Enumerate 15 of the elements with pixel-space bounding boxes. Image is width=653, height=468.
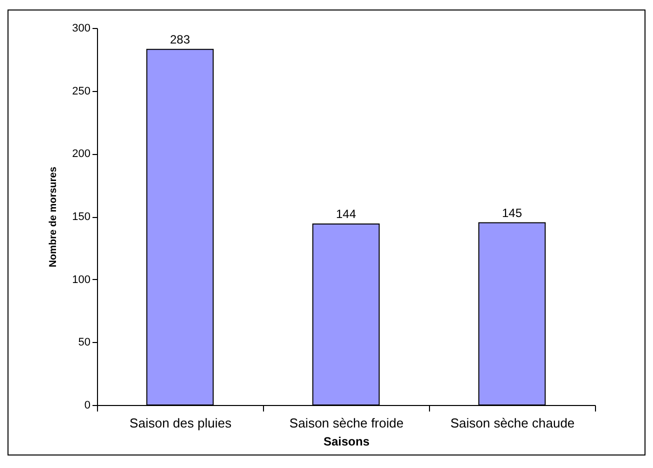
y-tick-label: 250 — [72, 85, 90, 98]
y-tick-label: 300 — [72, 22, 90, 34]
data-label: 145 — [502, 206, 522, 220]
data-label: 144 — [336, 207, 356, 222]
data-label: 283 — [170, 32, 190, 46]
x-axis-title: Saisons — [323, 434, 370, 448]
x-tick-label: Saison sèche froide — [289, 416, 404, 430]
y-tick-label: 100 — [72, 274, 90, 286]
y-tick-label: 50 — [78, 336, 90, 349]
y-tick-label: 0 — [84, 400, 90, 412]
x-tick-label: Saison sèche chaude — [450, 416, 575, 430]
y-tick-label: 150 — [72, 211, 90, 223]
y-axis-title: Nombre de morsures — [48, 166, 60, 268]
x-tick-label: Saison des pluies — [130, 416, 232, 430]
y-tick-label: 200 — [72, 148, 90, 160]
